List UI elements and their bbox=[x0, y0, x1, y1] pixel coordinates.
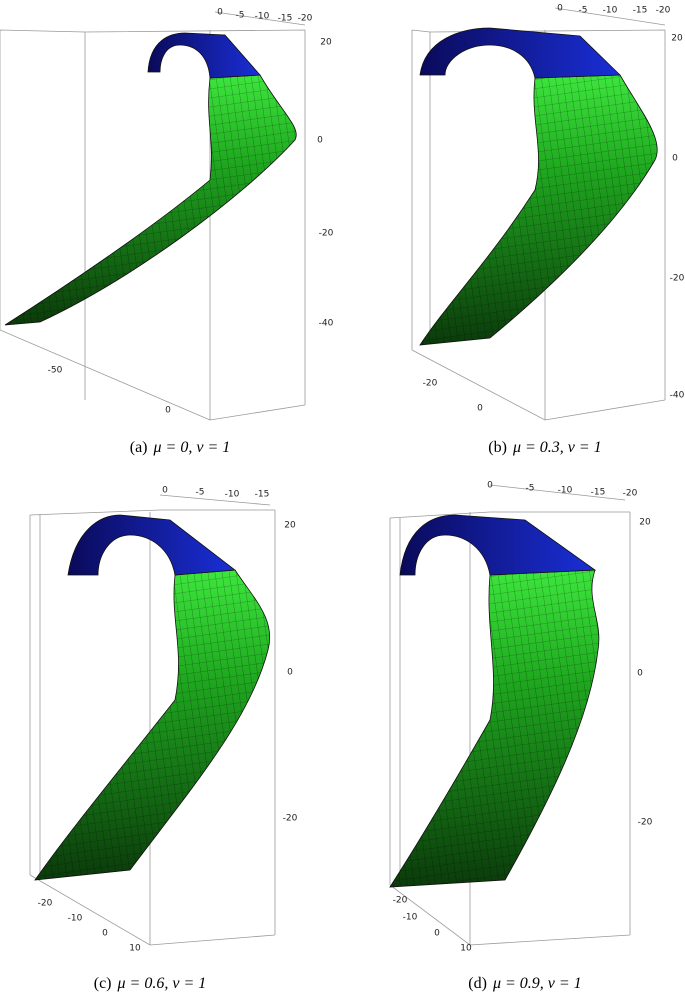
top-tick-label: -5 bbox=[579, 6, 588, 16]
side-tick-label: 0 bbox=[165, 406, 171, 416]
top-tick-label: -10 bbox=[558, 486, 573, 496]
surface-blue bbox=[399, 514, 597, 576]
top-tick-label: -5 bbox=[196, 488, 205, 498]
right-tick-label: 20 bbox=[671, 34, 683, 44]
right-tick-label: 0 bbox=[287, 668, 293, 678]
right-tick-label: -20 bbox=[670, 274, 685, 284]
surface-mesh bbox=[420, 75, 658, 345]
surface-mesh bbox=[35, 570, 270, 880]
top-tick-label: -5 bbox=[526, 484, 535, 494]
right-tick-label: 0 bbox=[672, 154, 678, 164]
right-tick-label: 20 bbox=[320, 38, 332, 48]
top-tick-label: 0 bbox=[217, 8, 223, 18]
side-tick-label: 0 bbox=[477, 404, 483, 414]
surface-blue bbox=[67, 514, 237, 576]
side-tick-label: -10 bbox=[403, 913, 418, 923]
top-tick-label: -15 bbox=[255, 490, 270, 500]
side-tick-label: 0 bbox=[102, 929, 108, 939]
top-tick-label: -20 bbox=[623, 489, 638, 499]
top-tick-label: 0 bbox=[162, 486, 168, 496]
top-tick-label: -20 bbox=[298, 14, 313, 24]
top-tick-label: -15 bbox=[591, 488, 606, 498]
surface-blue bbox=[419, 27, 621, 79]
right-tick-label: -20 bbox=[283, 814, 298, 824]
caption: (c) μ = 0.6, ν = 1 bbox=[94, 975, 207, 992]
caption-label: (b) bbox=[488, 439, 507, 456]
plot-box bbox=[29, 494, 276, 946]
plot-box bbox=[389, 484, 631, 946]
caption-label: (d) bbox=[468, 975, 487, 992]
panel-a: 0 -5 -10 -15 -20 20 0 -20 -40 -50 0 (a) μ = 0, ν = 1 bbox=[0, 8, 334, 456]
panel-b: 0 -5 -10 -15 -20 20 0 -20 -40 -20 0 (b) μ = 0.3, ν =… bbox=[411, 4, 685, 456]
right-tick-label: -40 bbox=[670, 391, 685, 401]
panel-d: 0 -5 -10 -15 -20 20 0 -20 -20 -10 0 10 (d) μ = 0.9, ν… bbox=[389, 481, 653, 992]
top-tick-label: -10 bbox=[603, 6, 618, 16]
side-tick-label: -20 bbox=[393, 896, 408, 906]
caption: (d) μ = 0.9, ν = 1 bbox=[468, 975, 581, 992]
surface-mesh bbox=[390, 570, 599, 887]
caption-text: μ = 0.9, ν = 1 bbox=[492, 975, 582, 992]
side-tick-label: -20 bbox=[423, 379, 438, 389]
plot-box bbox=[0, 11, 306, 421]
right-tick-label: -20 bbox=[319, 229, 334, 239]
top-tick-label: -15 bbox=[278, 14, 293, 24]
top-tick-label: -10 bbox=[255, 12, 270, 22]
panel-c: 0 -5 -10 -15 20 0 -20 -20 -10 0 10 (c) μ = 0.6, ν = … bbox=[29, 486, 298, 992]
side-tick-label: -10 bbox=[68, 914, 83, 924]
caption-label: (a) bbox=[130, 439, 148, 456]
caption-text: μ = 0.6, ν = 1 bbox=[117, 975, 207, 992]
side-tick-label: 10 bbox=[460, 944, 472, 954]
right-tick-label: 20 bbox=[639, 518, 651, 528]
right-tick-label: -20 bbox=[638, 818, 653, 828]
caption: (b) μ = 0.3, ν = 1 bbox=[488, 439, 601, 456]
top-tick-label: 0 bbox=[557, 4, 563, 14]
caption: (a) μ = 0, ν = 1 bbox=[130, 439, 231, 456]
surface-blue bbox=[147, 32, 261, 79]
top-tick-label: -20 bbox=[656, 6, 671, 16]
side-tick-label: -20 bbox=[38, 899, 53, 909]
top-tick-label: -10 bbox=[225, 490, 240, 500]
right-tick-label: 0 bbox=[317, 136, 323, 146]
right-tick-label: 20 bbox=[284, 521, 296, 531]
right-tick-label: 0 bbox=[637, 669, 643, 679]
caption-label: (c) bbox=[94, 975, 112, 992]
top-tick-label: -5 bbox=[236, 11, 245, 21]
top-tick-label: -15 bbox=[633, 6, 648, 16]
caption-text: μ = 0, ν = 1 bbox=[153, 439, 231, 456]
surface-mesh bbox=[5, 75, 297, 325]
right-tick-label: -40 bbox=[319, 319, 334, 329]
side-tick-label: -50 bbox=[48, 366, 63, 376]
side-tick-label: 10 bbox=[129, 944, 141, 954]
side-tick-label: 0 bbox=[434, 929, 440, 939]
caption-text: μ = 0.3, ν = 1 bbox=[512, 439, 602, 456]
top-tick-label: 0 bbox=[487, 481, 493, 491]
